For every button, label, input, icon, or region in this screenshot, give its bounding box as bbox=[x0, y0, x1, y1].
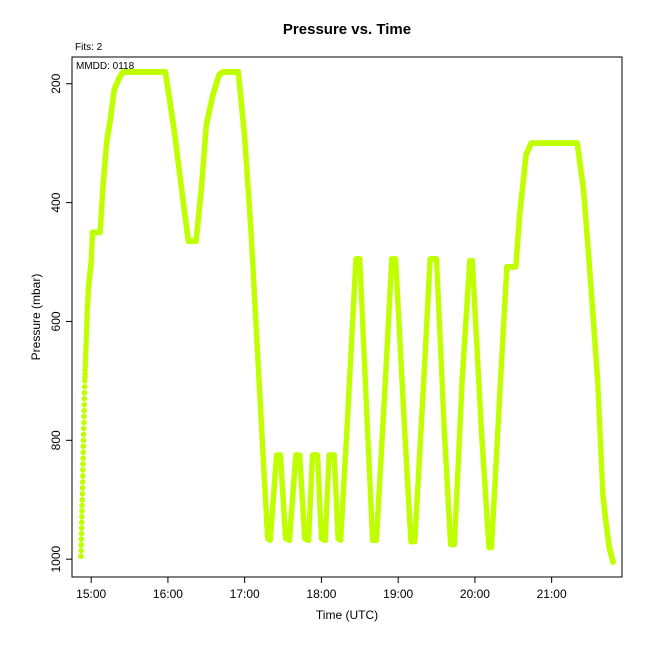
y-tick-label: 600 bbox=[49, 311, 63, 331]
x-axis: 15:00 16:00 17:00 18:00 19:00 20:00 21:00 bbox=[76, 577, 567, 601]
data-point bbox=[81, 395, 88, 402]
x-tick-label: 15:00 bbox=[76, 587, 106, 601]
data-point bbox=[78, 542, 85, 548]
chart-title: Pressure vs. Time bbox=[283, 21, 411, 38]
data-point bbox=[81, 401, 88, 408]
data-point bbox=[79, 513, 85, 520]
data-point bbox=[81, 413, 87, 420]
data-point bbox=[80, 443, 87, 450]
data-point bbox=[78, 553, 84, 559]
y-tick-label: 200 bbox=[49, 73, 63, 93]
data-point bbox=[80, 461, 86, 467]
x-tick-label: 18:00 bbox=[306, 587, 336, 601]
data-point bbox=[80, 455, 86, 461]
y-tick-label: 1000 bbox=[49, 546, 63, 573]
y-axis: 200 400 600 800 1000 bbox=[49, 73, 72, 573]
y-tick-label: 400 bbox=[49, 192, 63, 212]
data-point bbox=[80, 449, 87, 456]
data-point bbox=[79, 491, 86, 497]
data-point bbox=[78, 525, 85, 531]
data-point bbox=[79, 485, 86, 491]
x-tick-label: 17:00 bbox=[230, 587, 260, 601]
plot-frame bbox=[71, 56, 623, 578]
x-axis-label: Time (UTC) bbox=[316, 608, 378, 622]
y-tick-label: 800 bbox=[49, 430, 63, 450]
data-point bbox=[80, 425, 87, 432]
x-tick-label: 20:00 bbox=[460, 587, 490, 601]
x-tick-label: 21:00 bbox=[537, 587, 567, 601]
data-point bbox=[80, 437, 87, 444]
data-point bbox=[79, 473, 86, 479]
data-points bbox=[78, 69, 616, 565]
data-point bbox=[78, 530, 85, 537]
data-point bbox=[81, 389, 88, 396]
data-point bbox=[78, 519, 85, 526]
data-point bbox=[79, 508, 85, 514]
data-point bbox=[81, 407, 87, 414]
data-point bbox=[79, 479, 86, 485]
y-axis-label: Pressure (mbar) bbox=[29, 274, 43, 361]
mmdd-annotation: MMDD: 0118 bbox=[76, 61, 135, 72]
data-point bbox=[80, 467, 86, 473]
data-point bbox=[78, 536, 85, 543]
fits-annotation: Fits: 2 bbox=[75, 42, 103, 53]
data-point bbox=[80, 431, 87, 438]
data-point bbox=[81, 419, 87, 426]
data-point bbox=[79, 496, 86, 503]
data-point bbox=[78, 547, 84, 554]
data-point bbox=[81, 384, 88, 390]
data-point bbox=[79, 502, 85, 509]
x-tick-label: 16:00 bbox=[153, 587, 183, 601]
x-tick-label: 19:00 bbox=[383, 587, 413, 601]
data-point bbox=[610, 559, 616, 565]
